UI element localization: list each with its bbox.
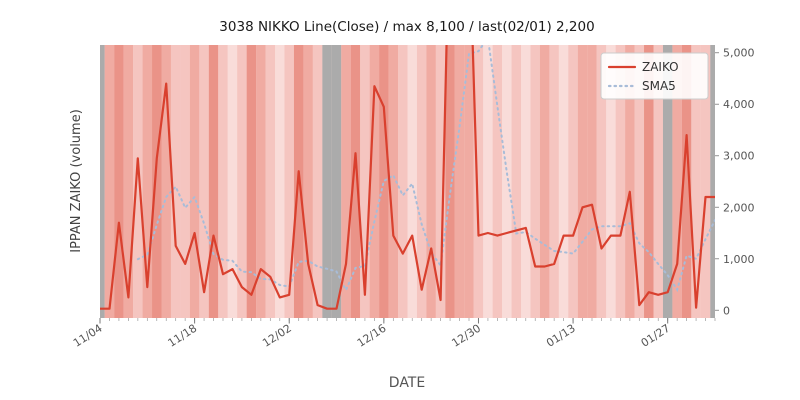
legend: ZAIKO SMA5 [600,52,709,100]
x-tick-label: 11/18 [166,322,200,350]
y-tick-label: 3,000 [723,150,755,163]
x-tick-label: 11/04 [71,322,105,350]
legend-label-zaiko: ZAIKO [642,60,679,74]
y-tick-label: 0 [723,304,730,317]
x-tick-label: 01/27 [639,322,673,350]
x-tick-label: 12/30 [449,322,483,350]
zaiko-line [100,45,715,310]
x-tick-label: 12/16 [355,322,389,350]
x-axis-label: DATE [389,375,425,391]
y-tick-label: 2,000 [723,201,755,214]
y-tick-label: 1,000 [723,253,755,266]
chart-title: 3038 NIKKO Line(Close) / max 8,100 / las… [219,19,594,35]
sma5-line [136,45,715,293]
series-layer [100,45,715,310]
y-tick-label: 5,000 [723,47,755,60]
x-tick-label: 01/13 [544,322,578,350]
x-tick-label: 12/02 [260,322,294,350]
y-axis-label: IPPAN ZAIKO (volume) [69,109,84,253]
y-tick-label: 4,000 [723,98,755,111]
legend-label-sma5: SMA5 [642,79,676,93]
